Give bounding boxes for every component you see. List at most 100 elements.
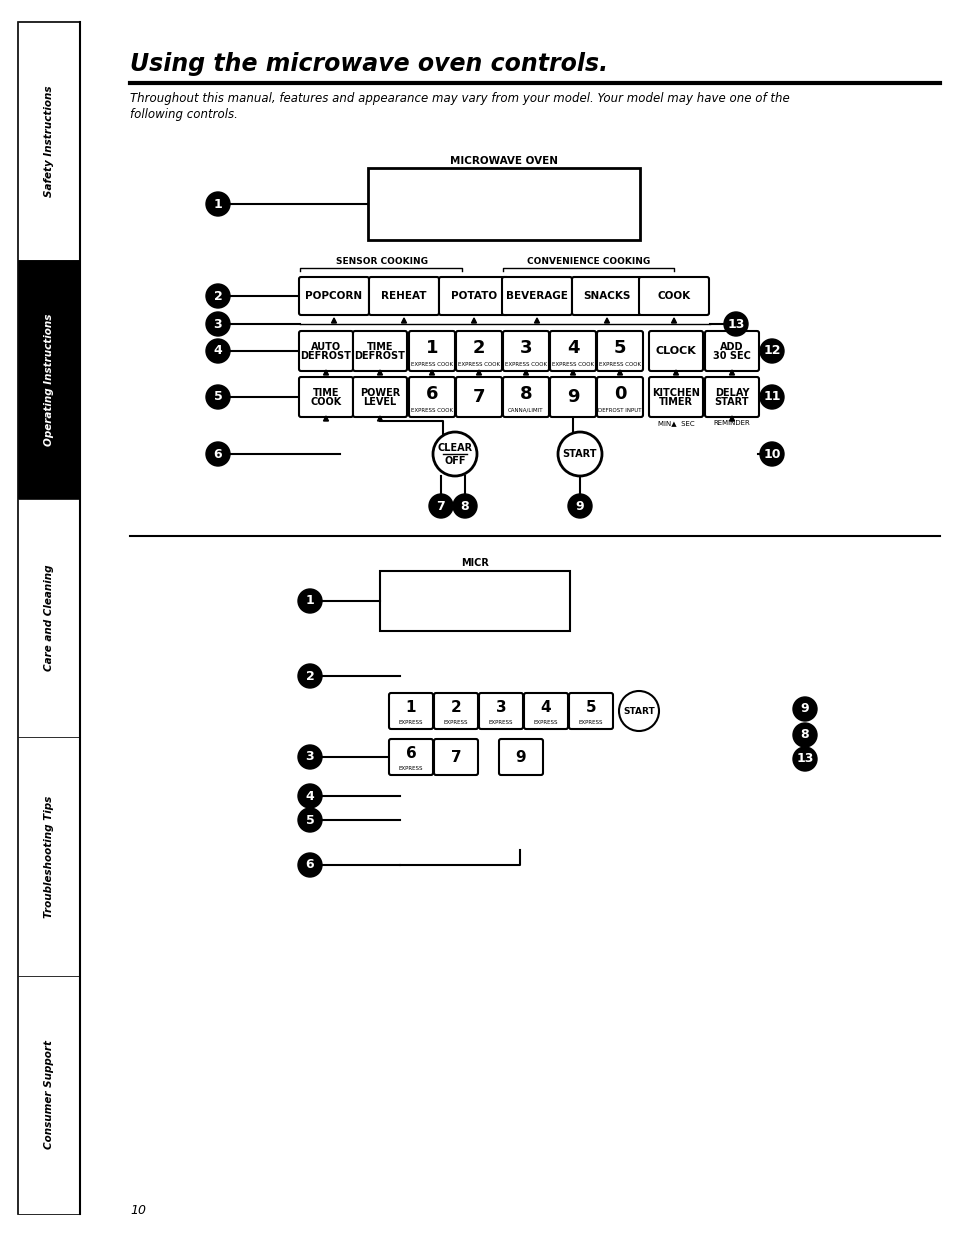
Text: 8: 8: [519, 385, 532, 403]
Text: 0: 0: [613, 385, 625, 403]
Text: 13: 13: [726, 317, 744, 331]
Polygon shape: [534, 317, 539, 324]
Text: 4: 4: [566, 338, 578, 357]
FancyBboxPatch shape: [648, 377, 702, 417]
Text: 5: 5: [305, 814, 314, 826]
FancyBboxPatch shape: [353, 331, 407, 370]
Text: EXPRESS COOK: EXPRESS COOK: [504, 362, 546, 367]
Text: MICROWAVE OVEN: MICROWAVE OVEN: [450, 156, 558, 165]
Circle shape: [297, 784, 322, 808]
Text: REMINDER: REMINDER: [713, 420, 750, 426]
Text: 12: 12: [762, 345, 780, 357]
FancyBboxPatch shape: [369, 277, 438, 315]
FancyBboxPatch shape: [456, 331, 501, 370]
FancyBboxPatch shape: [501, 277, 572, 315]
FancyBboxPatch shape: [434, 693, 477, 729]
FancyBboxPatch shape: [389, 739, 433, 776]
Text: 6: 6: [213, 447, 222, 461]
Text: 2: 2: [473, 338, 485, 357]
Circle shape: [760, 385, 783, 409]
Circle shape: [760, 442, 783, 466]
FancyBboxPatch shape: [409, 377, 455, 417]
Text: Operating Instructions: Operating Instructions: [44, 314, 54, 446]
Text: 5: 5: [585, 700, 596, 715]
Bar: [18, 499, 80, 737]
Text: 9: 9: [575, 499, 583, 513]
Text: REHEAT: REHEAT: [381, 291, 426, 301]
Circle shape: [453, 494, 476, 517]
Text: CLOCK: CLOCK: [655, 346, 696, 356]
Bar: [379, 571, 569, 631]
Bar: [18, 737, 80, 976]
Polygon shape: [401, 317, 406, 324]
FancyBboxPatch shape: [502, 377, 548, 417]
Circle shape: [206, 284, 230, 308]
FancyBboxPatch shape: [572, 277, 641, 315]
Text: Troubleshooting Tips: Troubleshooting Tips: [44, 795, 54, 918]
FancyBboxPatch shape: [597, 331, 642, 370]
Polygon shape: [729, 416, 734, 421]
Bar: [18, 22, 80, 1214]
Text: START: START: [622, 706, 654, 715]
Circle shape: [297, 589, 322, 613]
Polygon shape: [671, 317, 676, 324]
Circle shape: [297, 745, 322, 769]
Text: Care and Cleaning: Care and Cleaning: [44, 564, 54, 672]
Polygon shape: [476, 370, 481, 375]
Polygon shape: [617, 370, 622, 375]
FancyBboxPatch shape: [523, 693, 567, 729]
Text: 4: 4: [305, 789, 314, 803]
FancyBboxPatch shape: [550, 331, 596, 370]
Text: DEFROST: DEFROST: [300, 351, 351, 361]
Text: 13: 13: [796, 752, 813, 766]
Text: EXPRESS COOK: EXPRESS COOK: [552, 362, 594, 367]
Text: 2: 2: [305, 669, 314, 683]
Text: 2: 2: [450, 700, 461, 715]
Text: CANNA/LIMIT: CANNA/LIMIT: [508, 408, 543, 412]
Text: 9: 9: [516, 750, 526, 764]
Text: 30 SEC: 30 SEC: [712, 351, 750, 361]
Text: 3: 3: [305, 751, 314, 763]
Text: EXPRESS COOK: EXPRESS COOK: [457, 362, 499, 367]
FancyBboxPatch shape: [478, 693, 522, 729]
Text: EXPRESS: EXPRESS: [443, 720, 468, 725]
FancyBboxPatch shape: [498, 739, 542, 776]
Text: 2: 2: [213, 289, 222, 303]
FancyBboxPatch shape: [704, 377, 759, 417]
Text: 10: 10: [130, 1203, 146, 1216]
Text: 6: 6: [425, 385, 437, 403]
Text: Safety Instructions: Safety Instructions: [44, 85, 54, 196]
Text: EXPRESS: EXPRESS: [398, 766, 423, 771]
Text: LEVEL: LEVEL: [363, 396, 396, 408]
Text: 8: 8: [460, 499, 469, 513]
Bar: [18, 22, 80, 261]
Polygon shape: [331, 317, 336, 324]
Circle shape: [760, 338, 783, 363]
Text: 9: 9: [800, 703, 808, 715]
FancyBboxPatch shape: [550, 377, 596, 417]
Bar: [18, 261, 80, 499]
FancyBboxPatch shape: [298, 377, 353, 417]
Text: 8: 8: [800, 729, 808, 741]
Text: Using the microwave oven controls.: Using the microwave oven controls.: [130, 52, 607, 77]
FancyBboxPatch shape: [502, 331, 548, 370]
Circle shape: [206, 312, 230, 336]
Circle shape: [792, 697, 816, 721]
Circle shape: [429, 494, 453, 517]
FancyBboxPatch shape: [409, 331, 455, 370]
Text: POPCORN: POPCORN: [305, 291, 362, 301]
Polygon shape: [570, 370, 575, 375]
FancyBboxPatch shape: [353, 377, 407, 417]
Circle shape: [618, 692, 659, 731]
Text: 5: 5: [213, 390, 222, 404]
Text: 3: 3: [519, 338, 532, 357]
Text: TIME: TIME: [313, 388, 339, 398]
Text: 4: 4: [540, 700, 551, 715]
Text: EXPRESS: EXPRESS: [488, 720, 513, 725]
Text: 9: 9: [566, 388, 578, 406]
Text: 6: 6: [405, 746, 416, 762]
Text: KITCHEN: KITCHEN: [652, 388, 700, 398]
FancyBboxPatch shape: [298, 277, 369, 315]
FancyBboxPatch shape: [434, 739, 477, 776]
Text: CLEAR: CLEAR: [437, 443, 472, 453]
